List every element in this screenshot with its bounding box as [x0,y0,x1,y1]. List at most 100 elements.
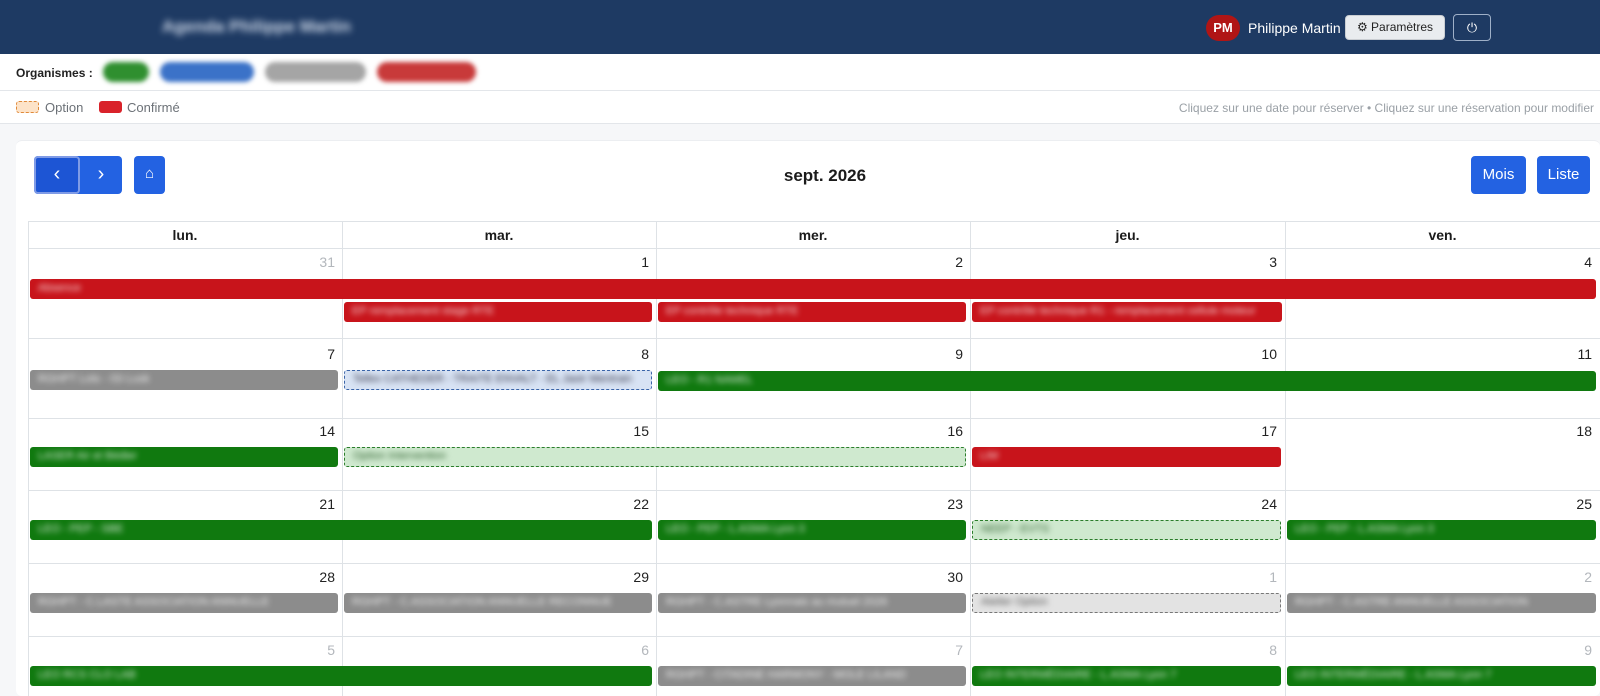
day-number[interactable]: 1 [1269,569,1277,585]
reservation-event[interactable]: RGHPT - CITADINE HARMONY - MOLE LILAND [658,666,966,686]
logout-power-icon[interactable]: ⏻ [1453,14,1491,41]
legend-bar: Option Confirmé Cliquez sur une date pou… [0,91,1600,124]
option-swatch [16,101,39,113]
day-number[interactable]: 17 [1261,423,1277,439]
reservation-event[interactable]: RGHPT - C.ASSOCIATION ANNUELLE RECONNUE [344,593,652,613]
day-number[interactable]: 18 [1576,423,1592,439]
day-number[interactable]: 9 [955,346,963,362]
day-number[interactable]: 8 [1269,642,1277,658]
weekday-header-wed: mer. [798,227,828,243]
avatar[interactable]: PM [1206,15,1240,41]
event-label: Atelier Option [981,596,1048,608]
reservation-event[interactable]: RGHPT - C.LASTE ASSOCIATION ANNUELLE [30,593,338,613]
organism-filter-pill[interactable] [103,62,149,82]
reservation-event[interactable]: LEO - PEP - L.ASMA Lyon 3 [658,520,966,540]
reservation-option-event[interactable]: Option Intervention [344,447,966,467]
grid-top-border [28,221,1600,222]
grid-column-line [28,221,29,696]
day-number[interactable]: 11 [1577,346,1592,362]
day-number[interactable]: 21 [319,496,335,512]
day-number[interactable]: 7 [327,346,335,362]
day-number[interactable]: 2 [955,254,963,270]
day-number[interactable]: 3 [1269,254,1277,270]
settings-button[interactable]: ⚙ Paramètres [1345,15,1445,40]
option-legend-label: Option [45,100,84,115]
weekday-header-tue: mar. [484,227,514,243]
event-label: RGHPT - C.LASTE ASSOCIATION ANNUELLE [38,596,270,608]
prev-month-button[interactable]: ‹ [34,156,80,194]
organism-filter-pill[interactable] [377,62,476,82]
reservation-event[interactable]: LEO RCS CLO LAB [30,666,652,686]
app-title: Agenda Philippe Martin [162,17,351,36]
day-number[interactable]: 31 [319,254,335,270]
grid-row-line [28,248,1600,249]
event-label: RGHPT - CITADINE HARMONY - MOLE LILAND [666,669,907,681]
day-number[interactable]: 7 [955,642,963,658]
today-home-icon[interactable]: ⌂ [134,156,165,194]
help-text: Cliquez sur une date pour réserver • Cli… [1178,101,1594,115]
event-label: EP remplacement stage RTE [352,305,495,317]
reservation-event[interactable]: EP contrôle technique R1 - remplacement … [972,302,1282,322]
reservation-event[interactable]: Absence [30,279,1596,299]
organism-filter-pill[interactable] [160,62,254,82]
reservation-event[interactable]: LEO INTERMÉDIAIRE - L.ASMA Lyon 7 [1287,666,1596,686]
next-month-button[interactable]: › [97,163,105,185]
reservation-event[interactable]: LEO - R1 NAMEL [658,371,1596,391]
day-number[interactable]: 5 [327,642,335,658]
day-number[interactable]: 15 [633,423,649,439]
day-number[interactable]: 8 [641,346,649,362]
reservation-event[interactable]: EP remplacement stage RTE [344,302,652,322]
day-number[interactable]: 9 [1584,642,1592,658]
weekday-header-mon: lun. [172,227,198,243]
day-number[interactable]: 2 [1584,569,1592,585]
reservation-event[interactable]: LEO - PEP - SBE [30,520,652,540]
reservation-option-event[interactable]: Atelier Option [972,593,1281,613]
reservation-event[interactable]: LEO - PEP - L.ASMA Lyon 3 [1287,520,1596,540]
reservation-event[interactable]: LASER Air et Bédier [30,447,338,467]
event-label: LEO - PEP - L.ASMA Lyon 3 [1295,523,1434,535]
grid-column-line [970,221,971,696]
month-title: sept. 2026 [783,166,867,185]
event-label: RGHPT - C.ASSOCIATION ANNUELLE RECONNUE [352,596,612,608]
day-number[interactable]: 24 [1261,496,1277,512]
weekday-header-fri: ven. [1428,227,1457,243]
view-month-button[interactable]: Mois [1471,156,1526,194]
event-label: LEO - PEP - L.ASMA Lyon 3 [666,523,805,535]
event-label: EP contrôle technique R1 - remplacement … [980,305,1256,317]
user-name: Philippe Martin [1248,20,1341,36]
reservation-option-event[interactable]: Tellex CATHEDER - TRAITE ENVALT - EL Jao… [344,370,652,390]
event-label: LIM [980,450,999,462]
weekday-header-thu: jeu. [1115,227,1140,243]
day-number[interactable]: 25 [1576,496,1592,512]
day-number[interactable]: 1 [641,254,649,270]
day-number[interactable]: 14 [319,423,335,439]
day-number[interactable]: 23 [947,496,963,512]
day-number[interactable]: 6 [641,642,649,658]
day-number[interactable]: 29 [633,569,649,585]
view-list-button[interactable]: Liste [1537,156,1590,194]
event-label: LASER Air et Bédier [38,450,138,462]
day-number[interactable]: 4 [1584,254,1592,270]
event-label: LEO INTERMÉDIAIRE - L.ASMA Lyon 7 [980,669,1177,681]
event-label: Tellex CATHEDER - TRAITE ENVALT - EL Jao… [353,373,633,385]
reservation-event[interactable]: EP contrôle technique RTE [658,302,966,322]
reservation-event[interactable]: RGHPT Lots - ISI Lusk [30,370,338,390]
reservation-option-event[interactable]: NEEP - EVTS [972,520,1281,540]
event-label: LEO INTERMÉDIAIRE - L.ASMA Lyon 7 [1295,669,1492,681]
reservation-event[interactable]: RGHPT - C.ASTRE Lyonnais au mutuel 2026 [658,593,966,613]
organism-filter-pill[interactable] [265,62,366,82]
event-label: LEO - R1 NAMEL [666,374,753,386]
event-label: EP contrôle technique RTE [666,305,799,317]
day-number[interactable]: 10 [1261,346,1277,362]
reservation-event[interactable]: LEO INTERMÉDIAIRE - L.ASMA Lyon 7 [972,666,1281,686]
grid-column-line [1285,221,1286,696]
reservation-event[interactable]: RGHPT - C.ASTRE ANNUELLE ASSOCIATION [1287,593,1596,613]
reservation-event[interactable]: LIM [972,447,1281,467]
day-number[interactable]: 28 [319,569,335,585]
event-label: Absence [38,282,81,294]
grid-row-line [28,490,1600,491]
day-number[interactable]: 16 [947,423,963,439]
day-number[interactable]: 30 [947,569,963,585]
day-number[interactable]: 22 [633,496,649,512]
grid-row-line [28,563,1600,564]
